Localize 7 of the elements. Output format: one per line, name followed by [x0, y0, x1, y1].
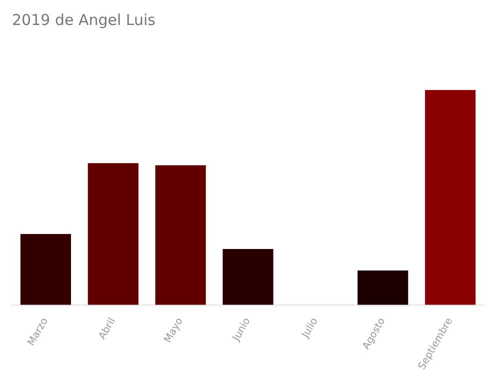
- bar: [20, 234, 71, 305]
- bar: [155, 165, 206, 305]
- chart-title: 2019 de Angel Luis: [12, 10, 156, 29]
- bar: [222, 249, 274, 305]
- bar: [425, 90, 476, 305]
- bar: [358, 270, 408, 305]
- bar: [88, 163, 138, 305]
